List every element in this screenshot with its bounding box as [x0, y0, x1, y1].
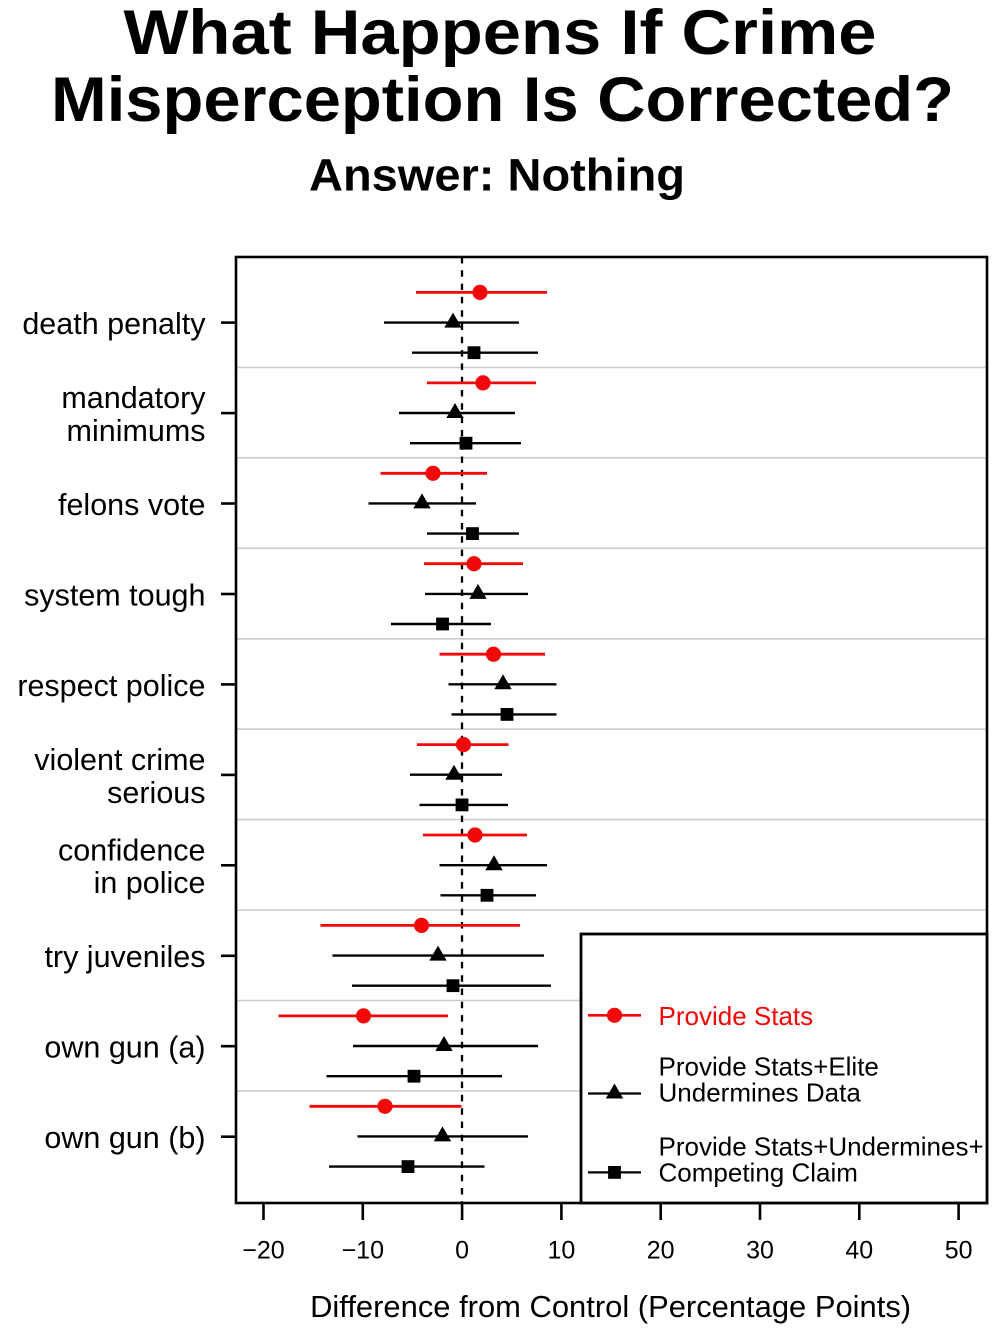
- svg-text:serious: serious: [107, 776, 205, 810]
- svg-text:Provide Stats: Provide Stats: [659, 1001, 814, 1031]
- svg-text:felons vote: felons vote: [58, 488, 206, 522]
- svg-text:Provide Stats+Elite: Provide Stats+Elite: [659, 1052, 879, 1082]
- svg-text:0: 0: [455, 1237, 469, 1265]
- svg-text:system tough: system tough: [24, 579, 205, 613]
- svg-text:minimums: minimums: [67, 414, 206, 448]
- svg-text:mandatory: mandatory: [61, 381, 206, 415]
- svg-text:30: 30: [746, 1237, 774, 1265]
- svg-text:Competing Claim: Competing Claim: [659, 1158, 858, 1188]
- svg-text:death penalty: death penalty: [22, 307, 206, 341]
- svg-text:50: 50: [945, 1237, 973, 1265]
- svg-text:What Happens If Crime: What Happens If Crime: [124, 0, 877, 68]
- svg-text:try juveniles: try juveniles: [44, 940, 205, 974]
- svg-text:40: 40: [845, 1237, 873, 1265]
- svg-text:−20: −20: [242, 1237, 284, 1265]
- svg-text:10: 10: [547, 1237, 575, 1265]
- svg-text:−10: −10: [342, 1237, 384, 1265]
- svg-text:Undermines Data: Undermines Data: [659, 1078, 862, 1108]
- svg-text:own gun (b): own gun (b): [44, 1121, 205, 1155]
- svg-text:Difference from Control (Perce: Difference from Control (Percentage Poin…: [310, 1290, 911, 1324]
- svg-text:Misperception Is Corrected?: Misperception Is Corrected?: [51, 65, 954, 135]
- svg-text:violent crime: violent crime: [34, 743, 205, 777]
- svg-text:respect police: respect police: [17, 669, 205, 703]
- svg-text:own gun (a): own gun (a): [44, 1031, 205, 1065]
- svg-text:in police: in police: [94, 866, 206, 900]
- svg-text:Answer: Nothing: Answer: Nothing: [309, 150, 685, 201]
- svg-text:Provide Stats+Undermines+: Provide Stats+Undermines+: [659, 1132, 984, 1162]
- svg-text:confidence: confidence: [58, 833, 206, 867]
- svg-text:20: 20: [647, 1237, 675, 1265]
